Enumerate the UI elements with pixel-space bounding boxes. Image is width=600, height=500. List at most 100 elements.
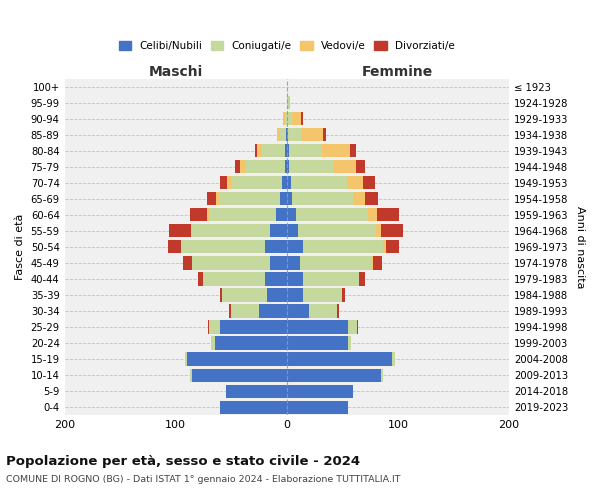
Bar [262, 144, 284, 158]
Bar [287, 256, 300, 270]
Bar [190, 208, 207, 222]
Bar [357, 320, 358, 334]
Bar [287, 208, 296, 222]
Bar [383, 240, 386, 254]
Bar [227, 176, 232, 190]
Legend: Celibi/Nubili, Coniugati/e, Vedovi/e, Divorziati/e: Celibi/Nubili, Coniugati/e, Vedovi/e, Di… [115, 37, 459, 56]
Bar [198, 272, 203, 285]
Bar [287, 192, 292, 205]
Bar [287, 128, 288, 141]
Bar [265, 240, 287, 254]
Bar [287, 336, 348, 349]
Bar [219, 192, 280, 205]
Bar [292, 192, 353, 205]
Bar [287, 176, 291, 190]
Bar [287, 352, 392, 366]
Bar [277, 128, 280, 141]
Bar [187, 352, 287, 366]
Bar [209, 320, 220, 334]
Text: COMUNE DI ROGNO (BG) - Dati ISTAT 1° gennaio 2024 - Elaborazione TUTTITALIA.IT: COMUNE DI ROGNO (BG) - Dati ISTAT 1° gen… [6, 475, 401, 484]
Bar [283, 112, 284, 126]
Bar [203, 272, 265, 285]
Bar [287, 160, 289, 173]
Bar [304, 272, 359, 285]
Bar [291, 176, 347, 190]
Bar [376, 224, 381, 237]
Bar [300, 256, 373, 270]
Bar [348, 320, 357, 334]
Bar [287, 400, 348, 413]
Text: Popolazione per età, sesso e stato civile - 2024: Popolazione per età, sesso e stato civil… [6, 455, 360, 468]
Bar [364, 176, 374, 190]
Bar [211, 336, 215, 349]
Bar [265, 272, 287, 285]
Bar [289, 96, 290, 110]
Bar [301, 128, 323, 141]
Bar [215, 192, 219, 205]
Bar [292, 112, 301, 126]
Bar [215, 336, 287, 349]
Bar [287, 96, 289, 110]
Bar [184, 256, 193, 270]
Bar [283, 176, 287, 190]
Bar [334, 160, 356, 173]
Bar [169, 224, 191, 237]
Bar [287, 368, 381, 382]
Bar [287, 144, 289, 158]
Bar [356, 160, 365, 173]
Bar [368, 208, 377, 222]
Bar [284, 144, 287, 158]
Bar [220, 320, 287, 334]
Bar [287, 272, 304, 285]
Bar [232, 176, 283, 190]
Bar [296, 208, 368, 222]
Y-axis label: Fasce di età: Fasce di età [15, 214, 25, 280]
Bar [353, 192, 365, 205]
Bar [365, 192, 378, 205]
Bar [287, 112, 292, 126]
Bar [286, 128, 287, 141]
Bar [337, 304, 339, 318]
Bar [240, 160, 245, 173]
Bar [304, 288, 343, 302]
Bar [343, 288, 344, 302]
Bar [220, 288, 223, 302]
Bar [259, 304, 287, 318]
Bar [289, 144, 322, 158]
Bar [287, 384, 353, 398]
Bar [288, 128, 301, 141]
Bar [381, 224, 403, 237]
Bar [229, 304, 231, 318]
Bar [287, 288, 304, 302]
Bar [220, 176, 227, 190]
Bar [223, 288, 267, 302]
Bar [350, 144, 356, 158]
Bar [168, 240, 181, 254]
Bar [347, 176, 364, 190]
Bar [309, 304, 337, 318]
Bar [392, 352, 395, 366]
Bar [193, 256, 270, 270]
Bar [287, 320, 348, 334]
Bar [377, 208, 399, 222]
Bar [373, 256, 382, 270]
Bar [275, 208, 287, 222]
Bar [304, 240, 383, 254]
Text: Maschi: Maschi [149, 64, 203, 78]
Bar [193, 224, 270, 237]
Bar [207, 208, 209, 222]
Bar [270, 224, 287, 237]
Y-axis label: Anni di nascita: Anni di nascita [575, 206, 585, 288]
Bar [220, 400, 287, 413]
Bar [181, 240, 265, 254]
Bar [381, 368, 383, 382]
Bar [287, 224, 298, 237]
Bar [322, 144, 350, 158]
Bar [287, 240, 304, 254]
Bar [301, 112, 304, 126]
Bar [386, 240, 399, 254]
Bar [193, 368, 287, 382]
Bar [284, 160, 287, 173]
Bar [280, 128, 286, 141]
Bar [209, 208, 275, 222]
